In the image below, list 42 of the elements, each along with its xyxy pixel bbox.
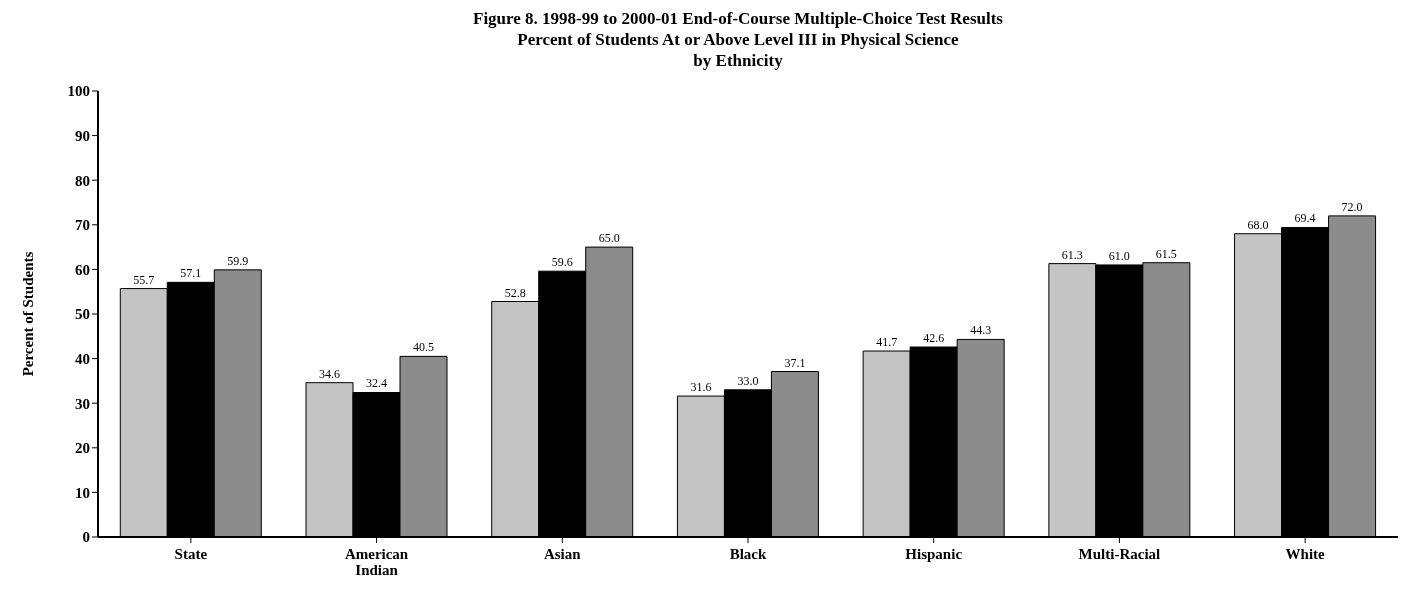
data-label: 40.5 [413, 340, 434, 355]
data-label: 32.4 [366, 376, 387, 391]
data-label: 41.7 [876, 335, 898, 350]
y-tick-label: 60 [75, 261, 90, 278]
data-label: 65.0 [598, 231, 620, 246]
y-tick-label: 80 [75, 172, 90, 189]
data-label: 61.0 [1108, 248, 1130, 263]
data-label: 55.7 [133, 272, 155, 287]
x-tick-label: Asian [543, 546, 582, 562]
y-tick-label: 90 [75, 127, 90, 144]
data-label: 61.3 [1061, 247, 1083, 262]
x-tick-label: Black [729, 546, 767, 562]
y-tick-label: 100 [67, 83, 90, 100]
chart-subtitle: Percent of Students At or Above Level III in Physical Science by Ethnicity [516, 29, 960, 71]
data-label: 33.0 [737, 373, 759, 388]
y-tick-label: 0 [82, 529, 90, 546]
data-label: 59.6 [551, 255, 573, 270]
data-label: 69.4 [1294, 211, 1316, 226]
chart-title: Figure 8. 1998-99 to 2000-01 End-of-Course Multiple-Choice Test Results [472, 8, 1004, 29]
y-tick-label: 50 [75, 306, 90, 323]
x-tick-label: Multi-Racial [1078, 546, 1161, 562]
x-tick-label: State [174, 546, 208, 562]
data-label: 59.9 [227, 253, 249, 268]
data-label: 68.0 [1247, 217, 1269, 232]
x-tick-label: American Indian [344, 546, 409, 578]
data-label: 44.3 [970, 323, 992, 338]
y-tick-label: 30 [75, 395, 90, 412]
y-axis-title: Percent of Students [20, 251, 37, 377]
x-tick-label: White [1285, 546, 1326, 562]
data-label: 57.1 [180, 266, 202, 281]
data-label: 72.0 [1341, 199, 1363, 214]
x-tick-label: Hispanic [905, 546, 963, 562]
data-label: 42.6 [923, 331, 945, 345]
data-label: 52.8 [504, 285, 526, 300]
data-label: 31.6 [690, 380, 712, 395]
y-tick-label: 40 [75, 350, 90, 367]
data-label: 37.1 [784, 355, 806, 370]
y-tick-label: 10 [75, 484, 90, 501]
data-label: 34.6 [319, 366, 340, 381]
data-label: 61.5 [1155, 246, 1177, 261]
y-tick-label: 20 [75, 440, 90, 457]
y-tick-label: 70 [75, 217, 90, 234]
